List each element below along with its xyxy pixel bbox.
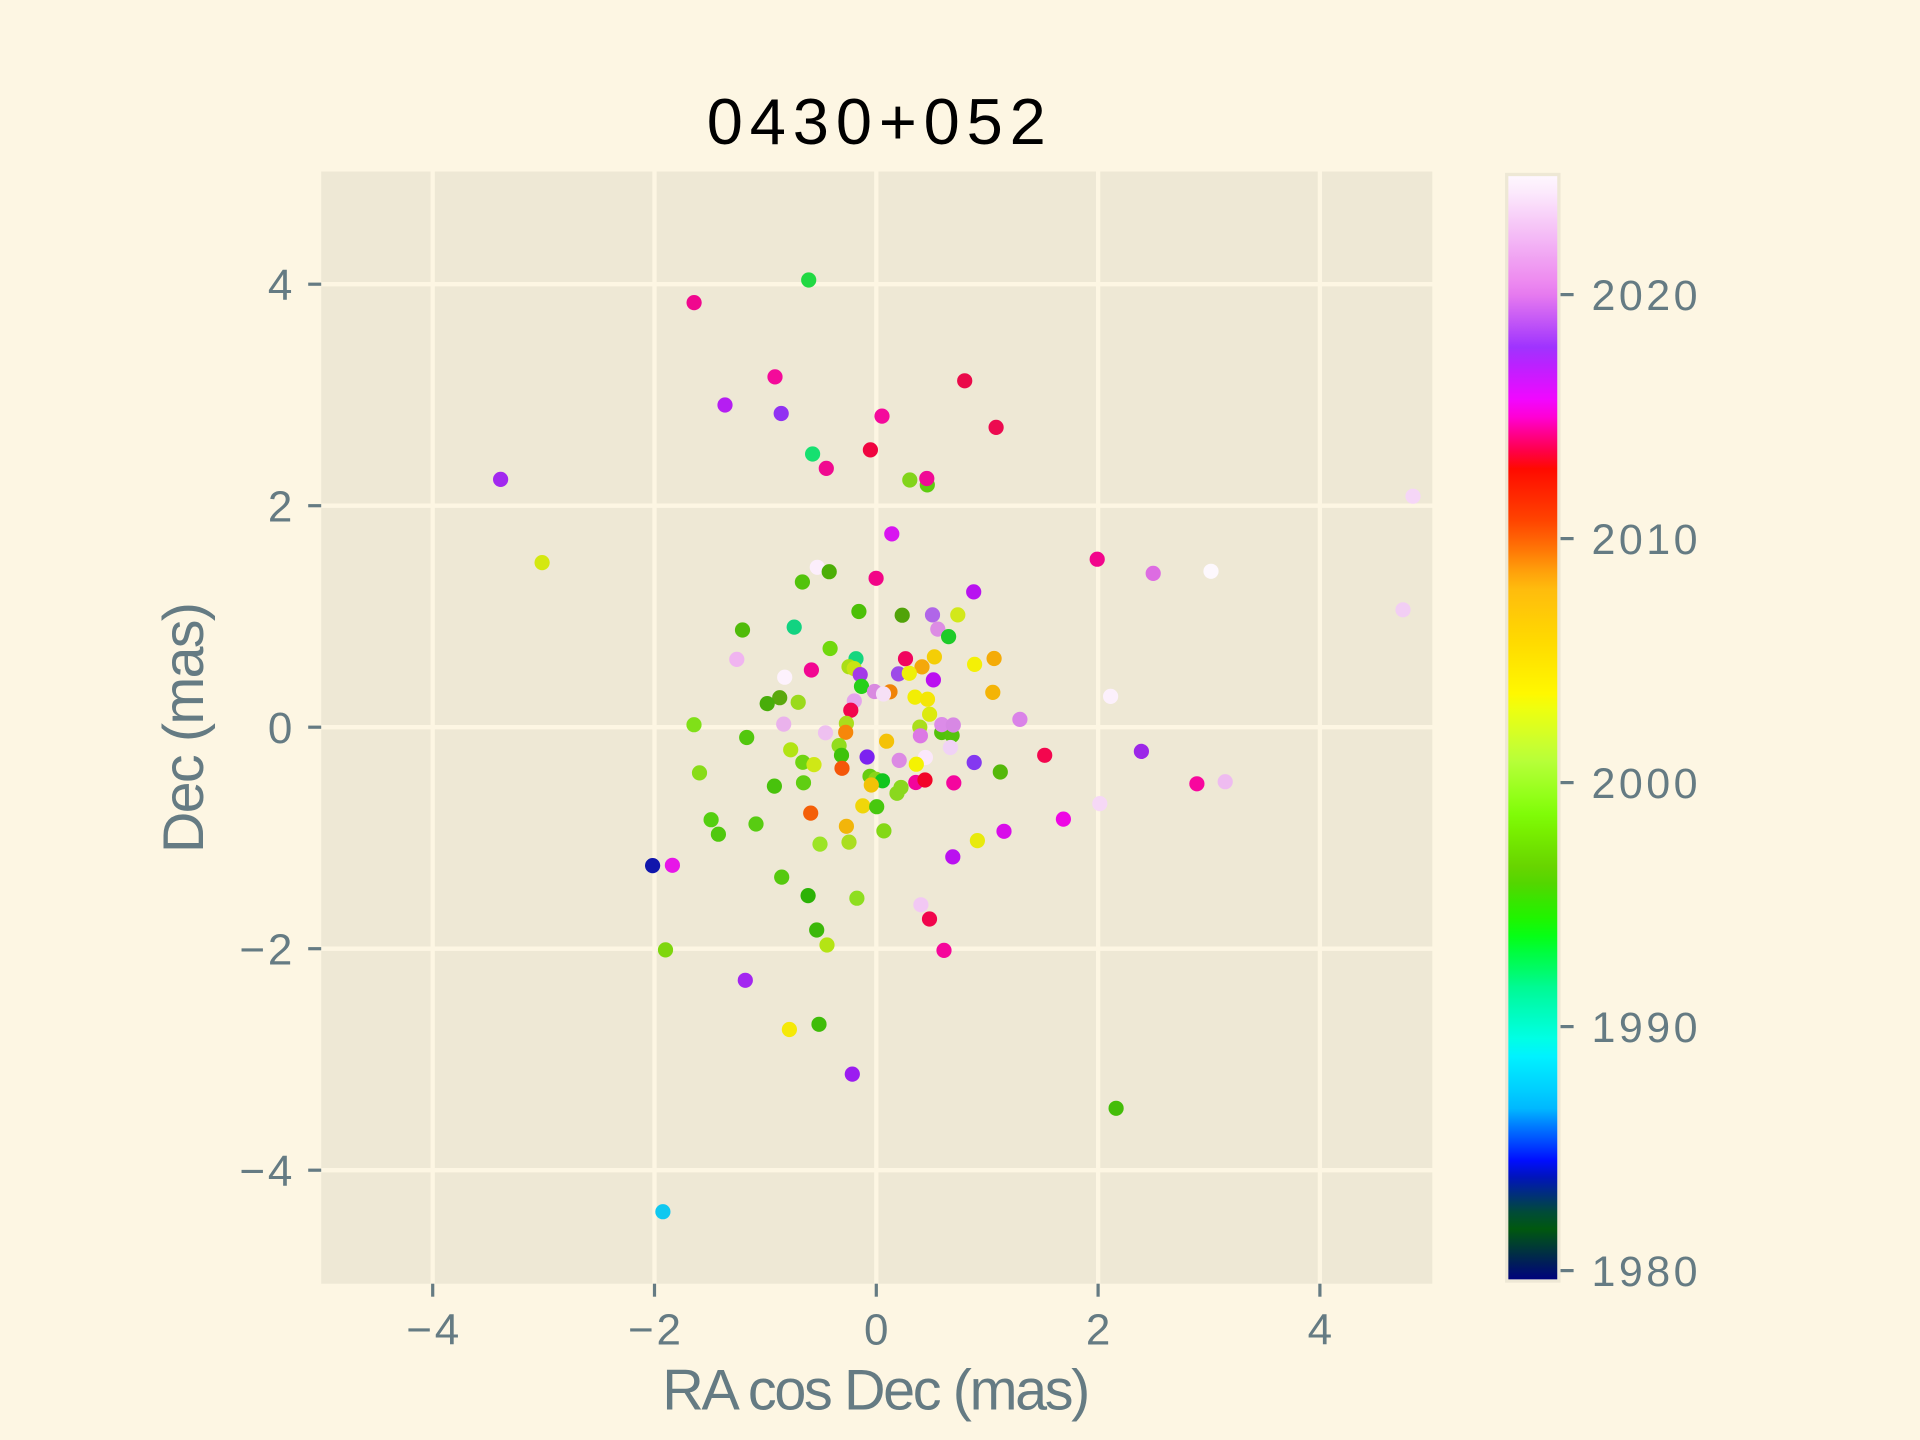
svg-text:Dec (mas): Dec (mas)	[152, 602, 216, 853]
svg-text:0: 0	[864, 1305, 888, 1354]
svg-text:4: 4	[1308, 1305, 1332, 1354]
svg-text:4: 4	[268, 261, 292, 310]
svg-text:0: 0	[268, 704, 292, 753]
svg-text:2: 2	[1086, 1305, 1110, 1354]
svg-text:RA cos Dec (mas): RA cos Dec (mas)	[662, 1359, 1090, 1423]
svg-text:2: 2	[268, 483, 292, 532]
